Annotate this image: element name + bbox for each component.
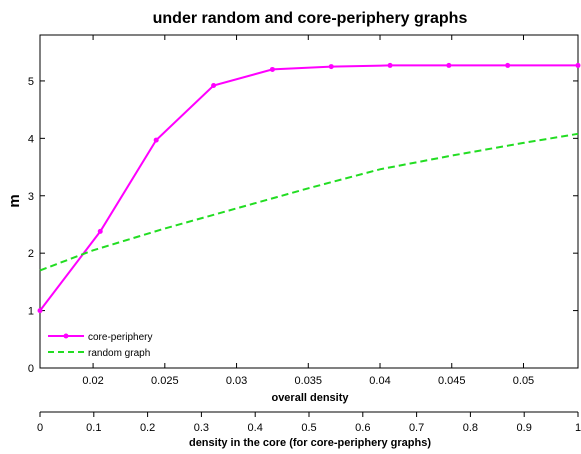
x-tick-label: 0.04 [369, 375, 390, 387]
data-point-core-periphery [575, 62, 581, 68]
series-line-core-periphery [39, 64, 578, 312]
secondary-x-axis-label: density in the core (for core-periphery … [189, 437, 431, 449]
data-point-core-periphery [211, 83, 217, 89]
x-tick-label: 0.035 [295, 375, 323, 387]
x2-tick-label: 0.4 [248, 422, 263, 434]
data-point-core-periphery [505, 62, 511, 68]
x2-tick-label: 0.7 [409, 422, 424, 434]
plot-area-box [39, 34, 579, 369]
legend: core-periphery random graph [42, 325, 152, 361]
y-tick-label: 0 [28, 363, 34, 375]
x2-tick-label: 0.2 [140, 422, 155, 434]
x-tick-label: 0.025 [151, 375, 179, 387]
y-axis-ticks: 0 1 2 3 4 5 [28, 76, 578, 375]
x2-tick-label: 0.8 [463, 422, 478, 434]
series-line-random-graph [39, 132, 579, 272]
data-point-core-periphery [97, 228, 103, 234]
data-point-core-periphery [37, 308, 43, 314]
data-point-core-periphery [153, 137, 159, 143]
secondary-x-axis: 0 0.1 0.2 0.3 0.4 0.5 0.6 0.7 0.8 0.9 1 [37, 411, 581, 434]
legend-label-core-periphery: core-periphery [88, 332, 152, 343]
data-point-core-periphery [387, 62, 393, 68]
legend-box [42, 325, 150, 361]
x2-tick-label: 0.1 [86, 422, 101, 434]
y-tick-label: 1 [28, 306, 34, 318]
x2-tick-label: 0.6 [355, 422, 370, 434]
x-axis-ticks: 0.02 0.025 0.03 0.035 0.04 0.045 0.05 [82, 35, 534, 387]
y-tick-label: 5 [28, 76, 34, 88]
x-tick-label: 0.045 [438, 375, 466, 387]
x2-tick-label: 0.5 [301, 422, 316, 434]
data-point-core-periphery [269, 66, 275, 72]
x-axis-label: overall density [271, 392, 349, 404]
series-layer [37, 62, 581, 314]
y-tick-label: 2 [28, 248, 34, 260]
x2-tick-label: 1 [575, 422, 581, 434]
y-axis-label: m [6, 194, 23, 207]
x2-tick-label: 0 [37, 422, 43, 434]
legend-marker-core-periphery [63, 333, 69, 339]
x-tick-label: 0.03 [226, 375, 247, 387]
x-tick-label: 0.02 [82, 375, 103, 387]
legend-label-random-graph: random graph [88, 348, 150, 359]
y-tick-label: 3 [28, 191, 34, 203]
y-tick-label: 4 [28, 133, 34, 145]
x-tick-label: 0.05 [513, 375, 534, 387]
x2-tick-label: 0.3 [194, 422, 209, 434]
chart-title: under random and core-periphery graphs [153, 10, 468, 27]
x2-tick-label: 0.9 [517, 422, 532, 434]
data-point-core-periphery [446, 62, 452, 68]
data-point-core-periphery [328, 64, 334, 70]
